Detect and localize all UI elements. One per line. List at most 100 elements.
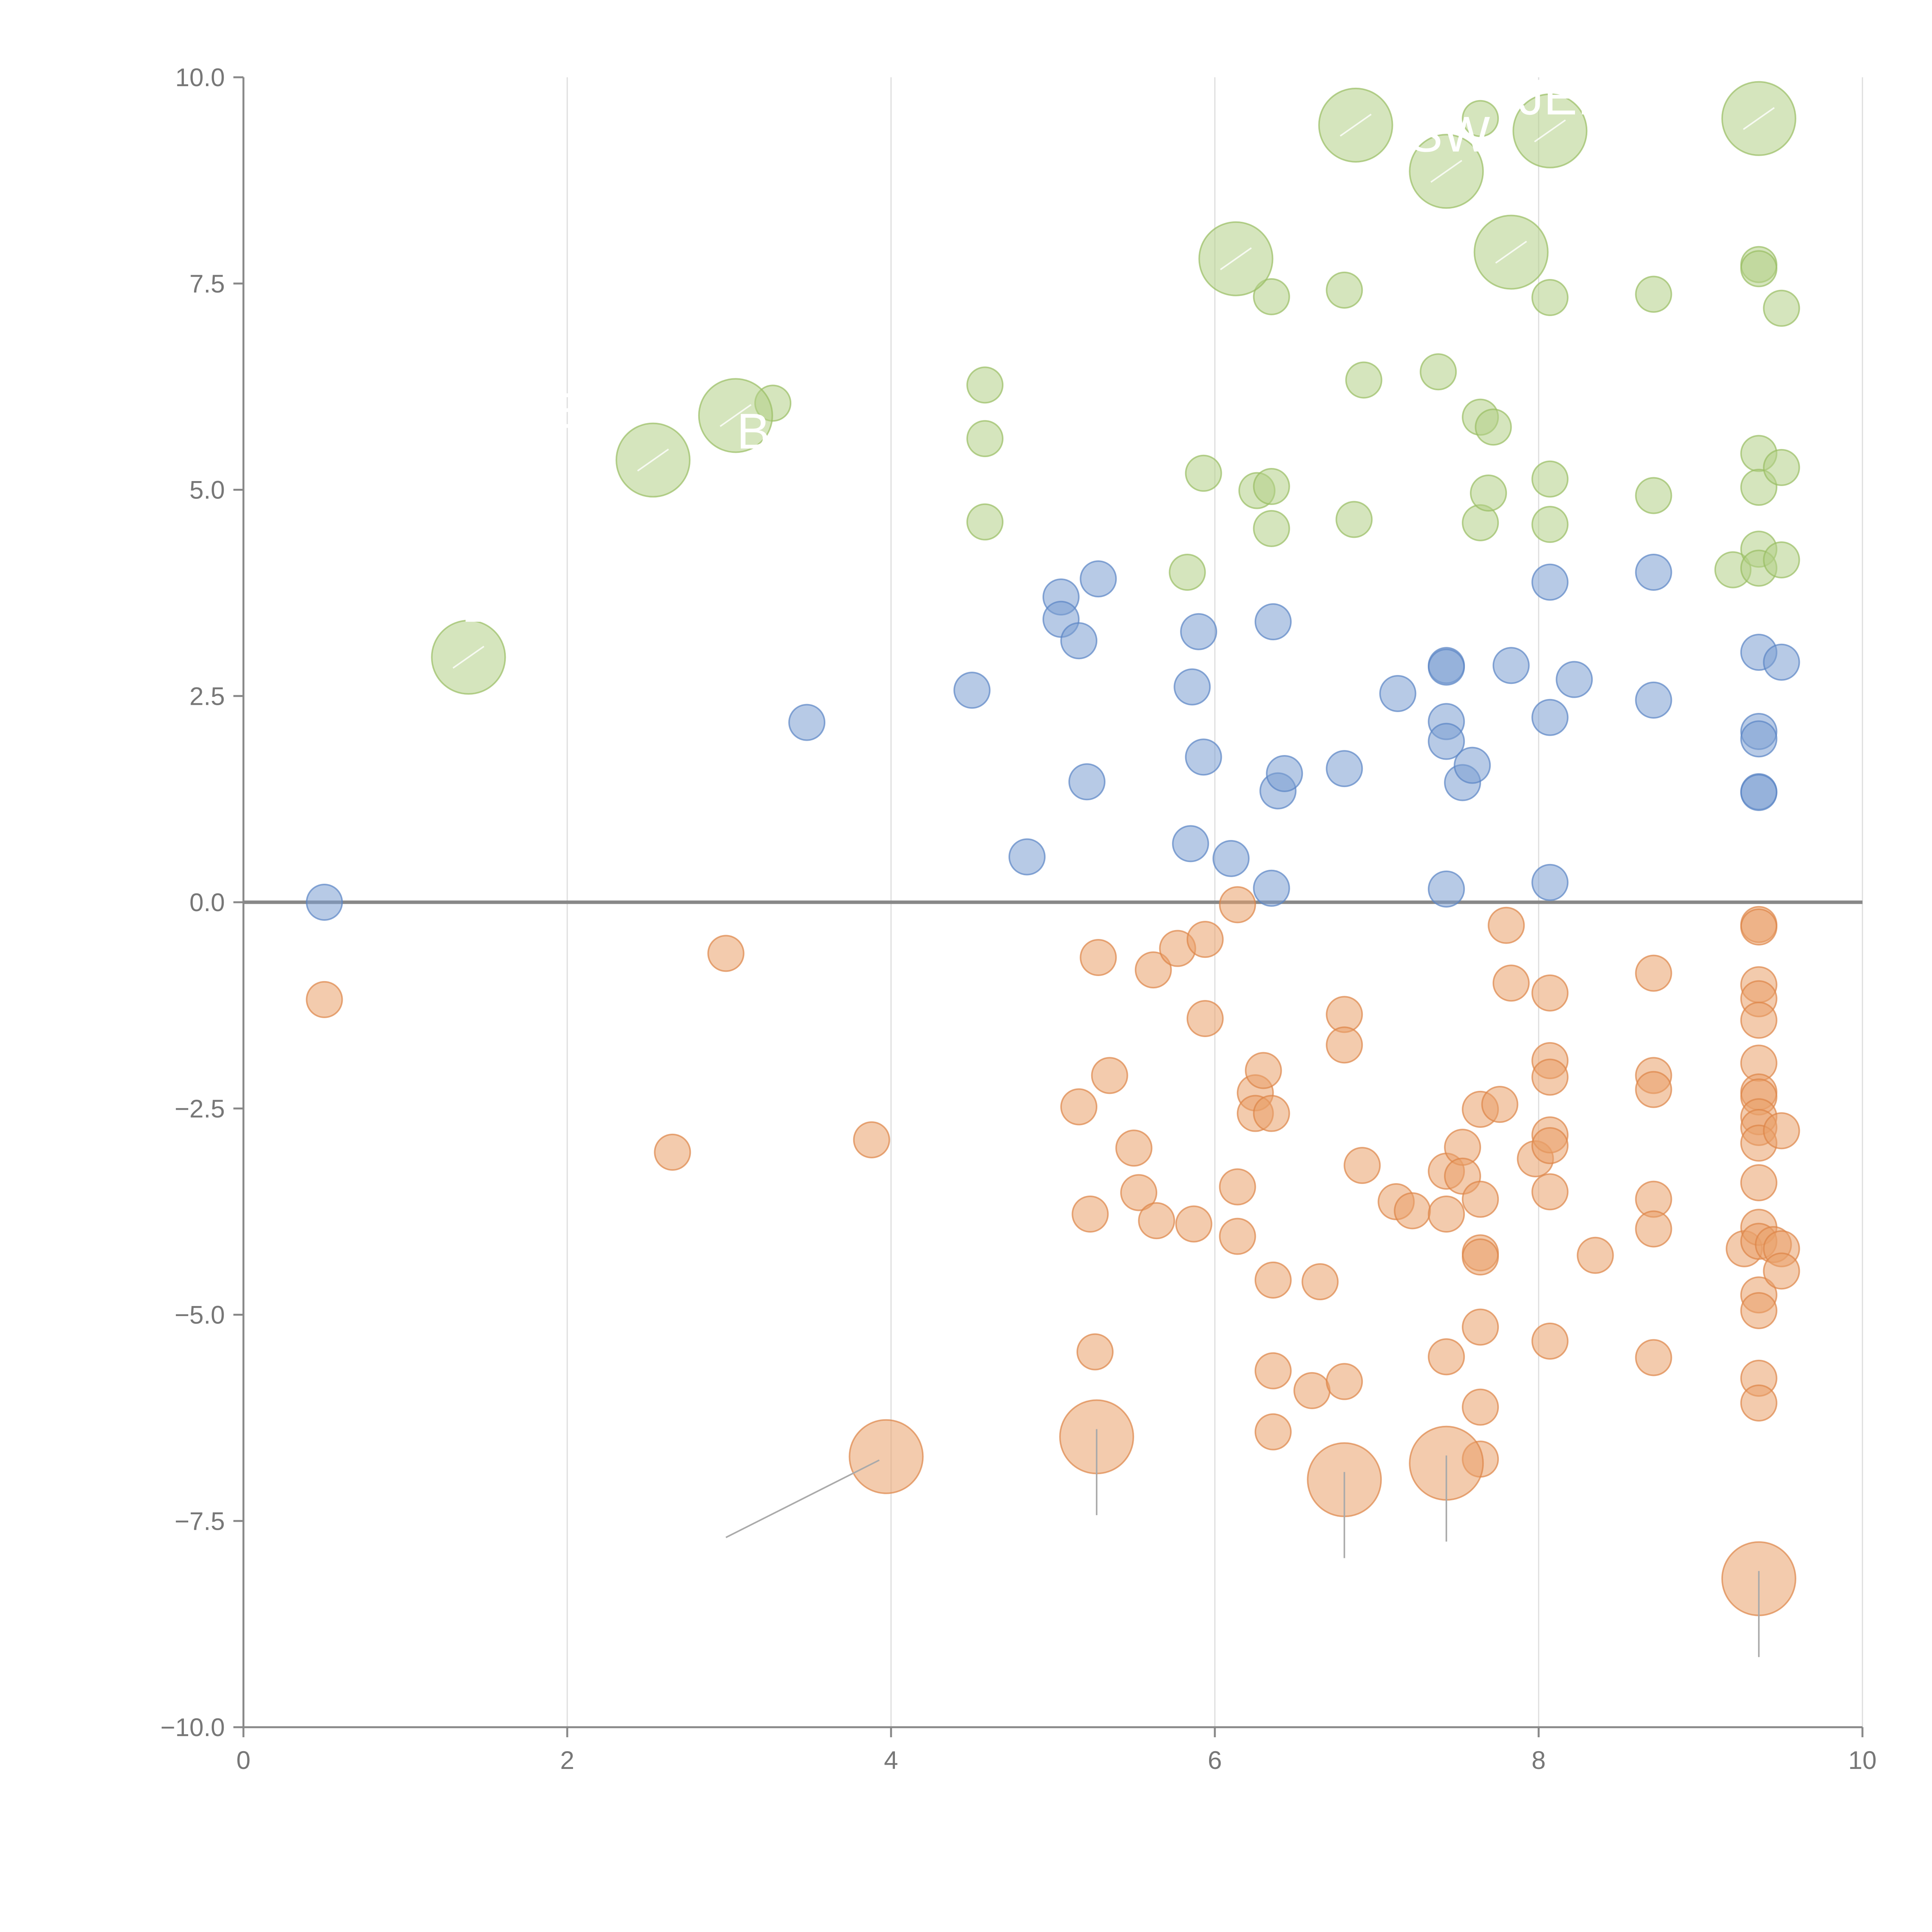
- annotation-label: B: [736, 403, 770, 459]
- data-point-orange: [1344, 1147, 1381, 1184]
- data-point-orange: [1254, 1413, 1292, 1451]
- data-point-orange: [1080, 939, 1117, 976]
- data-point-orange: [1531, 1127, 1569, 1164]
- data-point-orange: [1635, 954, 1672, 992]
- data-point-blue: [1531, 864, 1569, 901]
- data-point-orange: [1740, 1292, 1777, 1329]
- leader-line: [1534, 119, 1566, 143]
- data-point-orange: [1488, 906, 1525, 944]
- data-point-blue: [1635, 681, 1672, 719]
- data-point-orange: [853, 1121, 890, 1158]
- data-point-orange: [1091, 1057, 1128, 1094]
- x-tick-label: 2: [560, 1746, 575, 1774]
- data-point-blue: [1326, 750, 1363, 787]
- data-point-orange: [1115, 1129, 1153, 1167]
- data-point-green: [1531, 279, 1569, 316]
- data-point-green: [1635, 276, 1672, 313]
- data-point-orange: [1531, 1173, 1569, 1211]
- data-point-orange: [1219, 1168, 1256, 1206]
- data-point-orange: [1394, 1192, 1431, 1230]
- data-point-green: [1635, 477, 1672, 514]
- points-layer: [306, 100, 1800, 1478]
- leader-line: [1430, 160, 1463, 183]
- data-point-blue: [1379, 675, 1417, 712]
- data-point-orange: [1635, 1071, 1672, 1108]
- data-point-blue: [1531, 699, 1569, 736]
- data-point-blue: [1266, 755, 1303, 792]
- data-point-orange: [1428, 1338, 1465, 1376]
- data-point-blue: [1740, 720, 1777, 758]
- data-point-green: [1253, 468, 1290, 505]
- leader-line: [637, 449, 669, 472]
- highlighted-points-layer: [431, 81, 1796, 1657]
- y-tick-label: 7.5: [189, 269, 225, 298]
- data-point-blue: [1492, 647, 1530, 684]
- y-tick-label: 10.0: [175, 63, 225, 92]
- data-point-orange: [1076, 1333, 1114, 1371]
- annotation-label: JEI: [1519, 69, 1591, 125]
- data-point-orange: [1138, 1202, 1175, 1240]
- data-point-orange: [1740, 1164, 1777, 1201]
- leader-line: [1340, 114, 1372, 137]
- data-point-orange: [1492, 964, 1530, 1002]
- data-point-orange: [306, 981, 343, 1018]
- data-point-green: [1168, 554, 1206, 591]
- data-point-orange: [1740, 1002, 1777, 1039]
- data-point-orange: [1763, 1252, 1800, 1290]
- annotation-label: E: [551, 382, 584, 439]
- data-point-green: [1420, 353, 1457, 391]
- data-point-orange: [1462, 1308, 1499, 1346]
- data-point-orange: [1253, 1095, 1290, 1132]
- data-point-blue: [1763, 643, 1800, 681]
- data-point-orange: [1531, 1058, 1569, 1096]
- y-tick-label: 5.0: [189, 476, 225, 504]
- y-tick-label: 0.0: [189, 888, 225, 917]
- data-point-blue: [1173, 668, 1211, 706]
- data-point-orange: [1428, 1196, 1465, 1233]
- data-point-orange: [1245, 1052, 1282, 1089]
- data-point-blue: [306, 884, 343, 921]
- x-tick-label: 8: [1532, 1746, 1546, 1774]
- data-point-blue: [1428, 648, 1465, 686]
- data-point-orange: [1462, 1180, 1499, 1218]
- data-point-orange: [1186, 921, 1224, 958]
- data-point-orange: [654, 1133, 691, 1171]
- data-point-blue: [1531, 563, 1569, 601]
- data-point-green: [1335, 501, 1373, 538]
- axes-layer: 0 2 4 6 8 10 10.0 7.5 5.0 2.5 0.0 −2.5 −5.0 −7.5 −10.0: [160, 63, 1877, 1774]
- data-point-green: [1531, 460, 1569, 498]
- data-point-green: [1345, 361, 1383, 399]
- data-point-blue: [1008, 838, 1046, 876]
- data-point-green: [966, 503, 1004, 541]
- data-point-blue: [1185, 738, 1222, 776]
- data-point-orange: [1326, 1026, 1363, 1064]
- data-point-blue: [1253, 869, 1290, 907]
- data-point-blue: [1080, 560, 1117, 598]
- data-point-green: [1740, 250, 1777, 287]
- data-point-blue: [1068, 763, 1105, 801]
- data-point-green: [966, 366, 1004, 404]
- data-point-blue: [1556, 661, 1593, 698]
- data-point-orange: [1462, 1238, 1499, 1276]
- data-point-orange: [1301, 1263, 1339, 1301]
- data-point-orange: [1219, 886, 1256, 923]
- leader-line: [1220, 247, 1252, 270]
- data-point-blue: [1635, 554, 1672, 591]
- data-point-blue: [788, 704, 826, 741]
- data-point-green: [1462, 100, 1499, 137]
- data-point-orange: [1462, 1388, 1499, 1426]
- data-point-orange: [1071, 1196, 1109, 1233]
- data-point-orange: [1635, 1210, 1672, 1248]
- x-tick-label: 6: [1208, 1746, 1222, 1774]
- highlighted-point-orange: [849, 1419, 924, 1494]
- data-point-orange: [1531, 974, 1569, 1012]
- data-point-orange: [1134, 951, 1172, 989]
- y-tick-label: −7.5: [175, 1507, 225, 1535]
- data-point-orange: [1635, 1339, 1672, 1376]
- x-tick-label: 10: [1848, 1746, 1876, 1774]
- annotation-label: SW: [1409, 106, 1490, 162]
- data-point-orange: [707, 935, 745, 972]
- leader-line: [1743, 107, 1775, 130]
- y-tick-label: −10.0: [160, 1713, 225, 1742]
